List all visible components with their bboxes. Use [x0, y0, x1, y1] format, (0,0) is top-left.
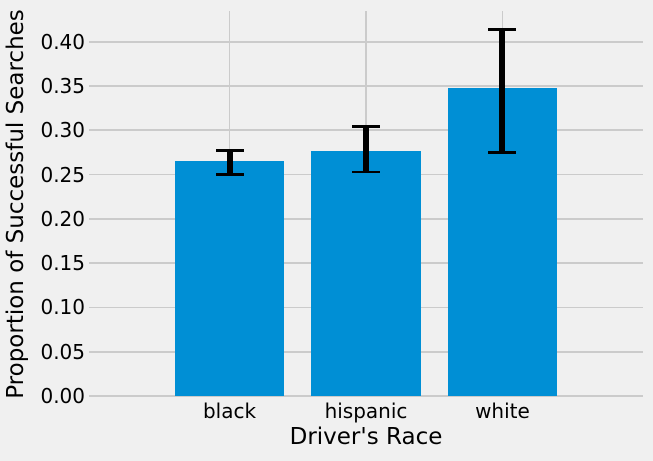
x-tick-label-black: black	[202, 399, 257, 423]
y-tick-label: 0.20	[40, 206, 85, 231]
x-tick-label-hispanic: hispanic	[324, 399, 408, 423]
error-bar-line	[499, 29, 506, 153]
y-tick-label: 0.00	[40, 384, 85, 408]
x-tick-label-white: white	[475, 399, 530, 423]
error-bar-cap-top	[488, 27, 517, 31]
y-tick-label: 0.15	[40, 251, 85, 276]
error-bar-cap-bottom	[488, 151, 517, 154]
bar-hispanic	[311, 150, 421, 396]
y-tick-label: 0.30	[40, 118, 85, 143]
plot-area	[89, 11, 643, 397]
y-tick-label: 0.35	[40, 74, 85, 99]
error-bar-cap-top	[352, 125, 380, 129]
x-axis-label: Driver's Race	[289, 424, 443, 450]
y-tick-label: 0.05	[40, 339, 85, 364]
bar-black	[174, 161, 285, 396]
error-bar-cap-bottom	[215, 173, 244, 176]
error-bar-cap-bottom	[352, 170, 380, 174]
error-bar-line	[363, 126, 369, 172]
y-tick-label: 0.25	[40, 162, 85, 187]
y-tick-label: 0.10	[40, 295, 85, 320]
error-bar-cap-top	[215, 149, 244, 153]
error-bar-line	[226, 150, 233, 175]
y-tick-label: 0.40	[40, 29, 85, 54]
